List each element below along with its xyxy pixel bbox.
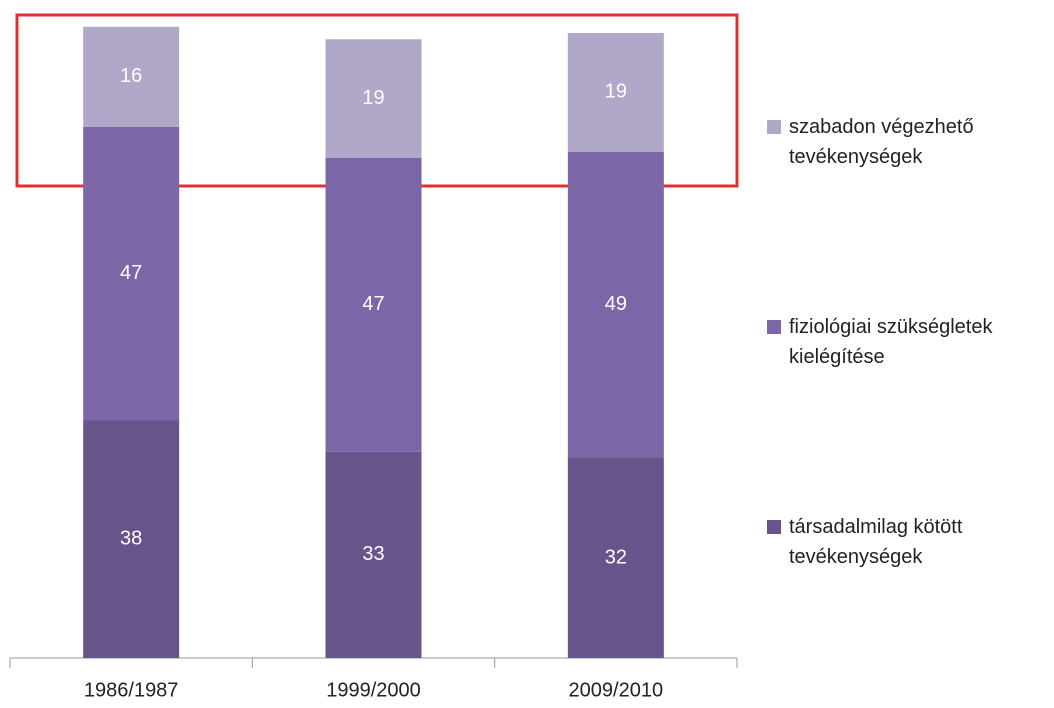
bar-segment bbox=[325, 39, 422, 158]
bar-segment bbox=[325, 158, 422, 452]
legend-label: társadalmilag kötött tevékenységek bbox=[789, 516, 963, 568]
data-label: 33 bbox=[362, 543, 384, 565]
data-label: 47 bbox=[120, 262, 142, 284]
legend-item: társadalmilag kötött tevékenységek bbox=[767, 512, 1047, 572]
legend-label: szabadon végezhető tevékenységek bbox=[789, 116, 974, 168]
data-label: 38 bbox=[120, 528, 142, 550]
data-label: 19 bbox=[362, 87, 384, 109]
bar-segment bbox=[83, 26, 180, 127]
legend-label: fiziológiai szükségletek kielégítése bbox=[789, 316, 993, 368]
legend-swatch bbox=[767, 120, 781, 134]
bar-segment bbox=[83, 420, 180, 658]
legend-item: fiziológiai szükségletek kielégítése bbox=[767, 312, 1047, 372]
x-tick-label: 1986/1987 bbox=[84, 679, 179, 701]
data-label: 16 bbox=[120, 65, 142, 87]
legend-swatch bbox=[767, 320, 781, 334]
data-label: 49 bbox=[605, 293, 627, 315]
bar-segment bbox=[83, 126, 180, 421]
data-label: 19 bbox=[605, 81, 627, 103]
bar-segment bbox=[325, 451, 422, 658]
x-tick-label: 2009/2010 bbox=[569, 679, 664, 701]
bar-segment bbox=[567, 458, 664, 658]
data-label: 47 bbox=[362, 293, 384, 315]
legend-item: szabadon végezhető tevékenységek bbox=[767, 112, 1047, 172]
bar-segment bbox=[567, 151, 664, 458]
legend-swatch bbox=[767, 520, 781, 534]
bar-segment bbox=[567, 33, 664, 152]
data-label: 32 bbox=[605, 546, 627, 568]
x-tick-label: 1999/2000 bbox=[326, 679, 421, 701]
